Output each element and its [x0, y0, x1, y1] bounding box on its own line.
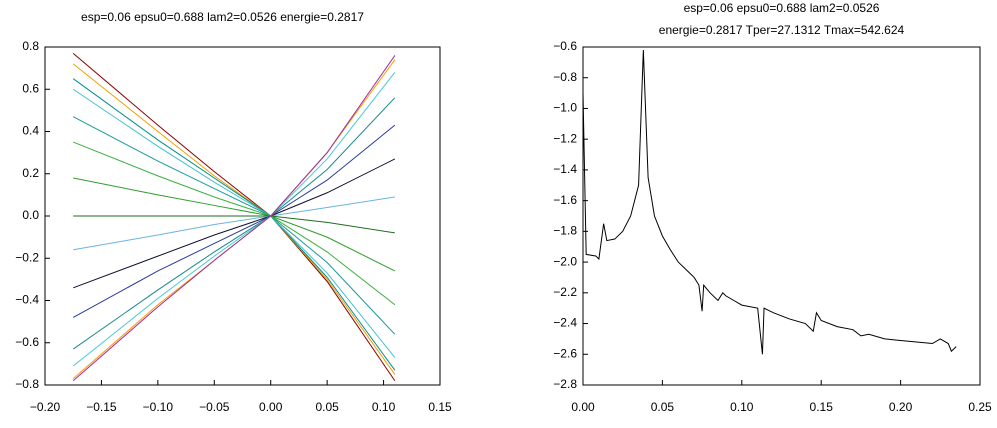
y-tick-label: −2.6 [553, 346, 577, 360]
y-tick-label: −0.2 [15, 250, 39, 264]
y-tick-label: −0.8 [553, 70, 577, 84]
y-tick-label: −1.2 [553, 131, 577, 145]
y-tick-label: 0.2 [22, 166, 39, 180]
x-tick-label: 0.15 [428, 400, 452, 414]
y-tick-label: 0.4 [22, 124, 39, 138]
chart-title: esp=0.06 epsu0=0.688 lam2=0.0526 energie… [81, 10, 364, 24]
data-line [73, 177, 396, 272]
x-tick-label: 0.00 [259, 400, 283, 414]
x-tick-label: 0.05 [651, 400, 675, 414]
x-tick-label: −0.05 [199, 400, 230, 414]
data-line [72, 97, 396, 350]
x-tick-label: −0.10 [143, 400, 174, 414]
x-tick-label: 0.00 [571, 400, 595, 414]
y-tick-label: −1.8 [553, 224, 577, 238]
y-tick-label: 0.0 [22, 208, 39, 222]
data-line [72, 116, 396, 335]
data-line [72, 63, 396, 375]
chart-title: esp=0.06 epsu0=0.688 lam2=0.0526 [684, 1, 880, 15]
x-tick-label: 0.15 [810, 400, 834, 414]
y-tick-label: −0.8 [15, 377, 39, 391]
x-tick-label: 0.25 [968, 400, 992, 414]
y-tick-label: −0.6 [553, 39, 577, 53]
data-line [72, 124, 396, 318]
y-tick-label: −2.2 [553, 285, 577, 299]
chart-title: energie=0.2817 Tper=27.1312 Tmax=542.624 [659, 23, 905, 37]
y-tick-label: −2.8 [553, 377, 577, 391]
x-tick-label: −0.15 [86, 400, 117, 414]
x-tick-label: 0.10 [372, 400, 396, 414]
y-tick-label: −0.4 [15, 293, 39, 307]
data-line [73, 196, 395, 251]
y-tick-label: −2.4 [553, 316, 577, 330]
y-tick-label: 0.6 [22, 81, 39, 95]
data-line [73, 141, 396, 306]
data-line [73, 215, 395, 234]
data-line [72, 88, 396, 358]
y-tick-label: −1.6 [553, 193, 577, 207]
y-tick-label: −1.0 [553, 101, 577, 115]
y-tick-label: −1.4 [553, 162, 577, 176]
data-line [72, 72, 396, 367]
x-tick-label: −0.20 [30, 400, 61, 414]
x-tick-label: 0.20 [889, 400, 913, 414]
y-tick-label: −2.0 [553, 254, 577, 268]
x-tick-label: 0.05 [315, 400, 339, 414]
data-line [73, 158, 396, 289]
y-tick-label: −0.6 [15, 335, 39, 349]
data-line [72, 52, 396, 382]
data-line [72, 59, 396, 380]
plot-frame [582, 46, 981, 386]
data-line [582, 50, 957, 355]
data-line [72, 78, 396, 371]
data-line [72, 55, 396, 382]
x-tick-label: 0.10 [730, 400, 754, 414]
y-tick-label: 0.8 [22, 39, 39, 53]
